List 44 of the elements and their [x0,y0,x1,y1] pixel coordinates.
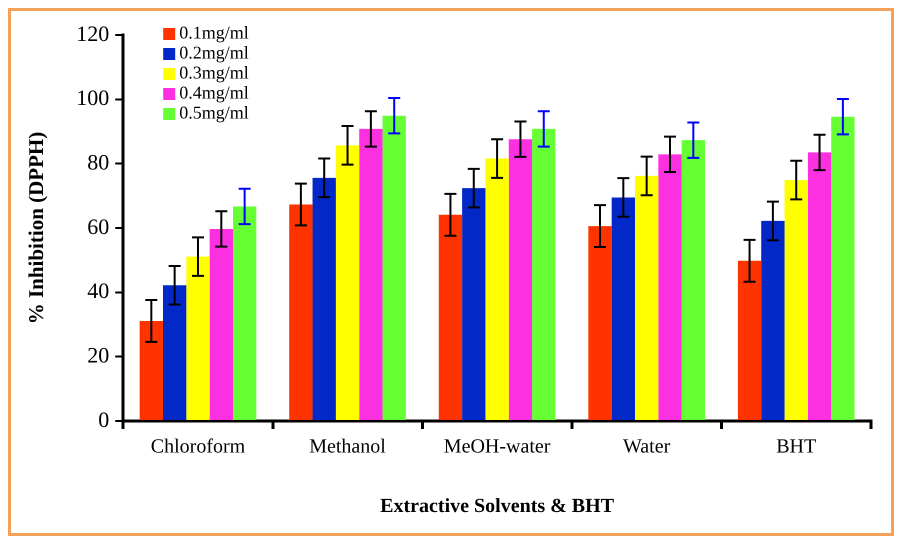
y-tick-label: 80 [87,149,110,174]
legend-label: 0.2mg/ml [179,42,249,63]
bar [808,152,832,420]
y-tick-label: 60 [87,214,110,239]
bar [682,140,705,420]
bar [210,228,233,420]
legend-label: 0.3mg/ml [179,62,249,83]
y-tick-label: 120 [76,20,110,46]
x-tick-label: MeOH-water [444,435,551,458]
legend-label: 0.1mg/ml [179,22,249,43]
bar [232,206,256,420]
bar [382,116,406,420]
y-axis-title: % Inhibition (DPPH) [24,132,48,324]
legend-label: 0.5mg/ml [179,102,249,123]
x-tick-label: BHT [776,435,816,458]
bar [784,180,808,420]
bar [438,214,462,420]
y-tick-label: 20 [87,342,110,368]
bar [186,256,210,420]
bar [336,145,360,420]
bar [658,154,682,420]
y-tick-label: 40 [87,278,110,304]
bar [634,176,658,420]
x-axis-title: Extractive Solvents & BHT [380,495,615,518]
x-tick-label: Methanol [309,435,386,458]
legend-label: 0.4mg/ml [179,82,249,103]
bar [831,116,855,420]
bar [485,158,509,420]
bar [140,320,163,420]
x-tick-label: Chloroform [150,435,246,458]
bar [508,139,532,420]
y-tick-label: 100 [76,85,110,110]
bar [359,128,383,420]
bar [289,204,313,420]
bar [532,128,556,420]
bar [588,226,612,420]
bar [312,178,336,420]
bar [738,260,762,420]
x-tick-label: Water [623,435,671,458]
bar [462,188,486,420]
y-tick-label: 0 [98,406,110,432]
bar [761,220,785,420]
bar [612,197,635,420]
bar [162,285,186,420]
